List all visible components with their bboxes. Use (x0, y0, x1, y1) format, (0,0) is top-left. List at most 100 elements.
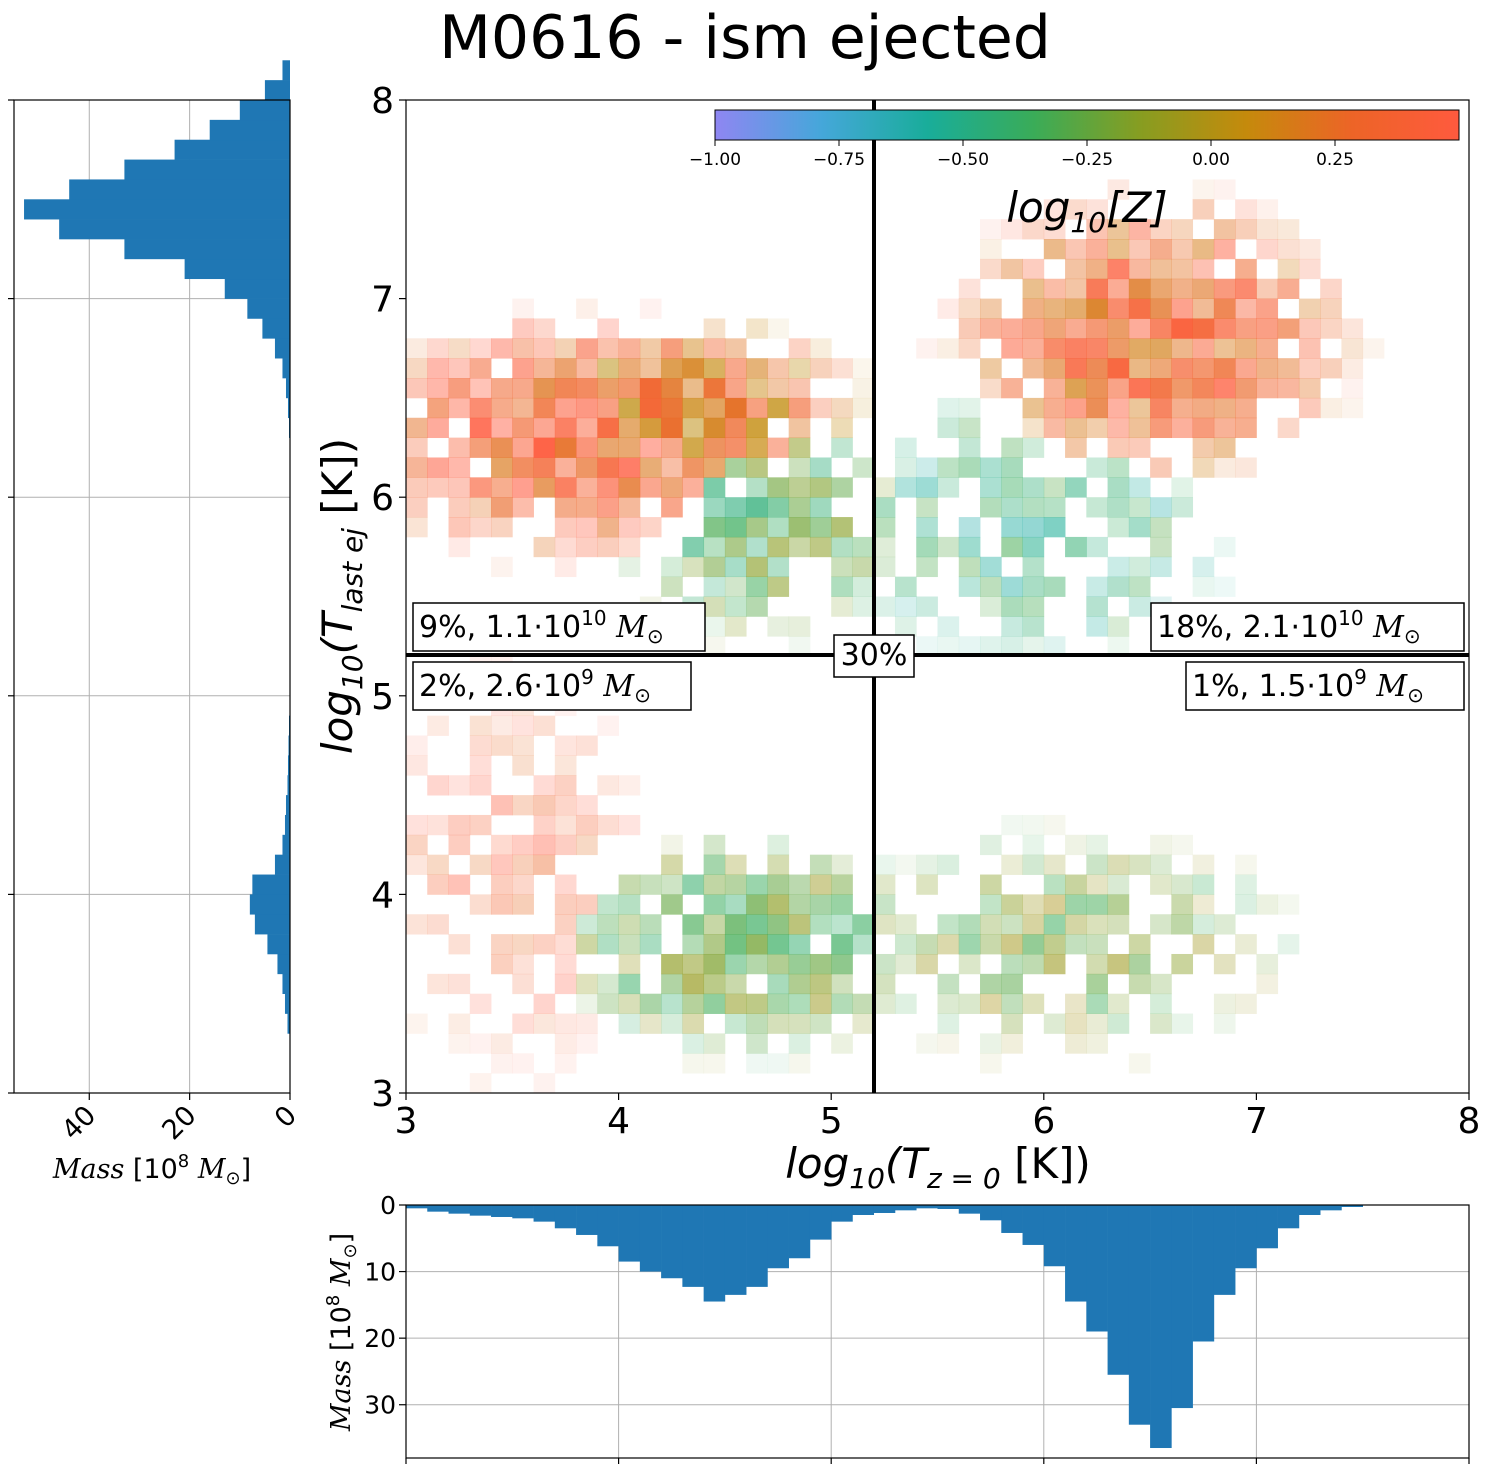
heatmap-cell (1213, 1013, 1236, 1034)
heatmap-cell (1065, 318, 1087, 339)
heatmap-cell (1213, 417, 1236, 439)
heatmap-cell (427, 477, 449, 498)
heatmap-cell (639, 517, 662, 538)
heatmap-cell (1192, 874, 1215, 895)
heatmap-cell (916, 854, 938, 875)
heatmap-cell (576, 517, 598, 538)
heatmap-cell (1022, 219, 1045, 240)
heatmap-cell (1043, 417, 1066, 439)
heatmap-cell (661, 894, 683, 915)
heatmap-cell (1065, 1033, 1087, 1054)
heatmap-cell (703, 477, 726, 498)
heatmap-cell (767, 934, 790, 955)
heatmap-cell (1001, 536, 1023, 558)
heatmap-cell (1107, 318, 1130, 339)
heatmap-cell (746, 536, 768, 558)
main-plot-background (406, 100, 1469, 1093)
heatmap-cell (1065, 239, 1087, 260)
heatmap-cell (661, 397, 683, 419)
annotation-center: 30% (833, 634, 915, 678)
heatmap-cell (661, 1013, 683, 1034)
heatmap-cell (767, 437, 790, 458)
heatmap-cell (682, 993, 705, 1014)
heatmap-cell (554, 417, 577, 439)
heatmap-cell (724, 417, 747, 439)
heatmap-cell (512, 378, 534, 399)
heatmap-cell (724, 854, 747, 875)
bottom-histogram-bar (1086, 1205, 1108, 1332)
heatmap-cell (1001, 1013, 1023, 1034)
heatmap-cell (724, 378, 747, 399)
heatmap-cell (746, 1013, 768, 1034)
svg-text:9%, 1.1·1010 M⊙: 9%, 1.1·1010 M⊙ (419, 606, 664, 648)
heatmap-cell (937, 1013, 960, 1034)
left-histogram-bar (262, 318, 290, 339)
heatmap-cell (1277, 417, 1300, 439)
heatmap-cell (427, 338, 449, 359)
heatmap-cell (512, 874, 534, 895)
heatmap-cell (469, 1073, 492, 1094)
heatmap-cell (554, 814, 577, 836)
bottom-y-tick-label: 0 (380, 1191, 396, 1220)
heatmap-cell (639, 1013, 662, 1034)
heatmap-cell (767, 854, 790, 875)
heatmap-cell (1171, 278, 1194, 299)
heatmap-cell (746, 576, 768, 597)
heatmap-cell (980, 497, 1002, 518)
left-histogram-bar (174, 139, 290, 160)
heatmap-cell (491, 437, 513, 458)
heatmap-cell (1171, 219, 1194, 240)
heatmap-cell (852, 457, 875, 478)
heatmap-cell (554, 437, 577, 458)
heatmap-cell (1086, 318, 1108, 339)
heatmap-cell (427, 358, 449, 379)
heatmap-cell (1192, 417, 1215, 439)
heatmap-cell (788, 437, 811, 458)
heatmap-cell (746, 477, 768, 498)
heatmap-cell (1065, 894, 1087, 915)
heatmap-cell (1107, 258, 1130, 280)
heatmap-cell (1213, 239, 1236, 260)
heatmap-cell (852, 378, 875, 399)
heatmap-cell (1341, 338, 1364, 359)
heatmap-cell (958, 437, 981, 458)
heatmap-cell (1235, 199, 1257, 220)
heatmap-cell (746, 934, 768, 955)
heatmap-cell (1150, 834, 1172, 856)
heatmap-cell (554, 338, 577, 359)
heatmap-cell (533, 477, 556, 498)
heatmap-cell (491, 934, 513, 955)
heatmap-cell (576, 914, 598, 935)
heatmap-cell (491, 517, 513, 538)
heatmap-cell (1043, 953, 1066, 975)
heatmap-cell (724, 596, 747, 617)
heatmap-cell (639, 417, 662, 439)
heatmap-cell (406, 755, 428, 776)
heatmap-cell (937, 298, 960, 319)
heatmap-cell (937, 934, 960, 955)
heatmap-cell (1213, 914, 1236, 935)
heatmap-cell (1043, 199, 1066, 220)
heatmap-cell (831, 536, 853, 558)
annotation-top-left: 9%, 1.1·1010 M⊙ (412, 602, 706, 652)
heatmap-cell (1065, 258, 1087, 280)
heatmap-cell (1001, 477, 1023, 498)
annotation-bottom-right: 1%, 1.5·109 M⊙ (1185, 661, 1465, 711)
heatmap-cell (1022, 298, 1045, 319)
heatmap-cell (406, 517, 428, 538)
heatmap-cell (512, 894, 534, 915)
heatmap-cell (980, 973, 1002, 995)
heatmap-cell (980, 834, 1002, 856)
heatmap-cell (661, 953, 683, 975)
heatmap-cell (724, 497, 747, 518)
heatmap-cell (788, 338, 811, 359)
heatmap-cell (703, 417, 726, 439)
heatmap-cell (1107, 397, 1130, 419)
heatmap-cell (1086, 397, 1108, 419)
annotation-bottom-left: 2%, 2.6·109 M⊙ (412, 661, 692, 711)
heatmap-cell (533, 457, 556, 478)
heatmap-cell (1171, 397, 1194, 419)
heatmap-cell (1192, 457, 1215, 478)
heatmap-cell (618, 536, 641, 558)
heatmap-cell (1128, 378, 1151, 399)
